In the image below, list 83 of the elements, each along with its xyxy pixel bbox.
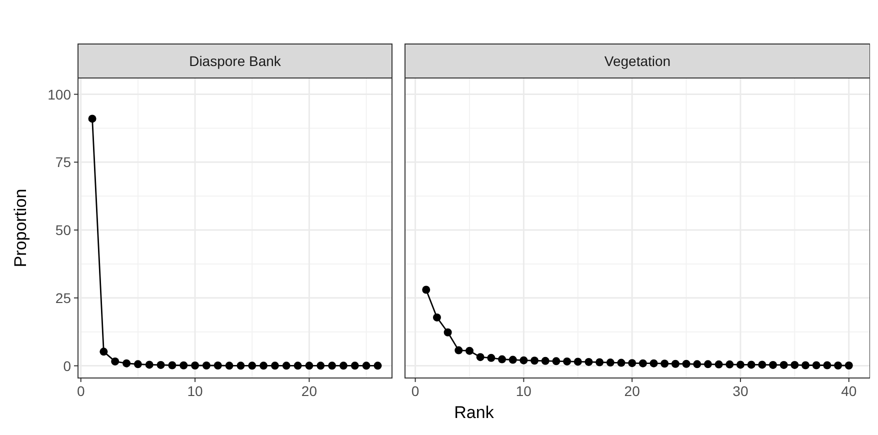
point [844,362,853,370]
x-tick-label: 40 [841,383,857,399]
x-tick-label: 10 [187,383,204,399]
point [248,362,256,370]
point [362,362,370,370]
point [444,328,452,336]
point [260,362,268,370]
chart-title: Vegetation [604,53,671,69]
point [350,362,359,370]
point [834,362,842,370]
y-axis-title: Proportion [11,188,30,268]
point [650,359,658,368]
y-tick-label: 25 [55,290,72,306]
point [465,346,474,355]
x-tick-label: 0 [76,383,85,399]
point [432,313,441,322]
point [606,358,614,367]
y-tick-label: 50 [55,222,72,238]
point [339,362,348,370]
point [202,362,210,370]
point [541,356,550,365]
point [191,362,200,370]
point [282,362,290,370]
point [790,360,799,369]
point [122,359,131,368]
point [454,346,463,354]
point [134,360,142,368]
point [498,355,506,364]
point [693,360,702,368]
point [88,114,96,123]
y-tick-label: 100 [48,86,72,102]
point [628,359,636,368]
point [374,362,382,370]
point [714,360,723,368]
point [156,360,165,369]
point [111,357,120,366]
point [422,286,430,294]
point [747,360,756,369]
point [768,360,777,369]
point [563,357,572,366]
point [520,356,528,364]
point [487,354,496,362]
chart-title: Diaspore Bank [189,53,282,69]
x-axis-title: Rank [454,403,494,422]
point [660,360,669,368]
point [270,362,279,370]
point [596,358,604,366]
point [812,361,820,370]
point [328,362,336,370]
point [316,362,325,370]
y-tick-label: 0 [63,358,72,374]
point [530,356,539,365]
point [682,360,690,368]
point [168,361,176,370]
point [726,360,734,368]
point [236,362,245,370]
y-tick-label: 75 [55,154,72,170]
x-tick-label: 20 [301,383,318,399]
point [704,360,712,368]
point [638,359,647,368]
point [508,356,517,364]
point [214,362,222,370]
point [100,348,108,356]
point [617,358,626,367]
point [736,360,744,369]
point [225,362,234,370]
point [780,360,788,369]
point [584,358,593,366]
x-tick-label: 10 [516,383,532,399]
point [476,353,484,362]
point [145,360,154,369]
point [758,360,766,369]
point [305,362,314,370]
x-tick-label: 20 [624,383,640,399]
point [823,361,832,370]
x-tick-label: 0 [411,383,420,399]
point [802,361,810,370]
point [552,357,560,366]
point [574,358,582,366]
x-tick-label: 30 [732,383,748,399]
point [180,361,188,370]
point [294,362,302,370]
point [671,360,680,368]
